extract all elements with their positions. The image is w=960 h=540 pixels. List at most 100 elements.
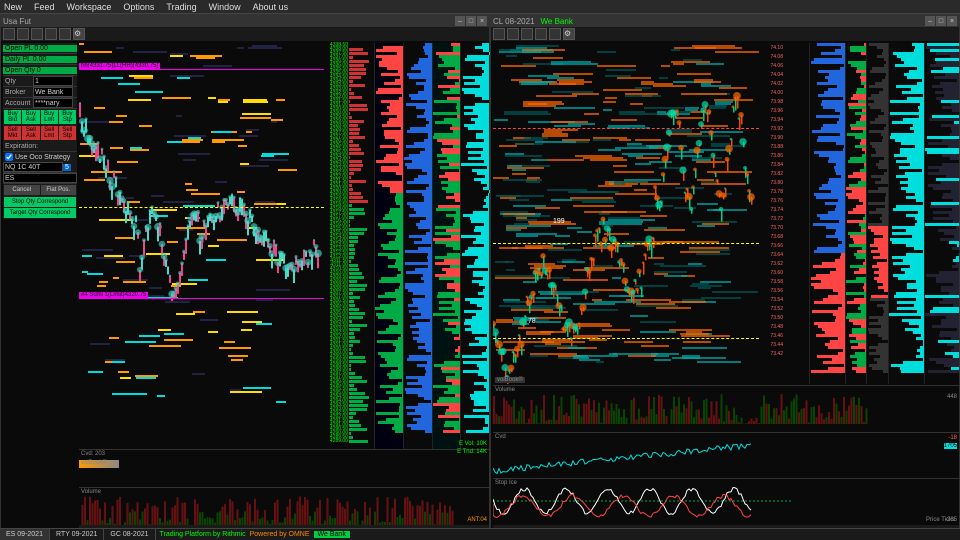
num-78: 78 bbox=[528, 318, 536, 325]
right-title: CL 08-2021 bbox=[493, 17, 535, 26]
sell-ask-button[interactable]: Sell Ask bbox=[22, 126, 39, 140]
expiration-label: Expiration: bbox=[3, 143, 77, 150]
sell-mkt-button[interactable]: Sell Mkt bbox=[4, 126, 21, 140]
target-corr-button[interactable]: Target Qty Correspond bbox=[4, 208, 76, 218]
price-ladder-left[interactable]: 4338.504338.004337.504337.004336.504336.… bbox=[324, 43, 374, 449]
minimize-icon-r[interactable]: – bbox=[925, 16, 935, 26]
volume-panel-r: Volume 448 bbox=[493, 385, 959, 432]
maximize-icon-r[interactable]: □ bbox=[936, 16, 946, 26]
brand-label: Trading Platform by Rithmic bbox=[160, 531, 246, 538]
price-ticks-label: Price Ticks bbox=[926, 517, 955, 523]
tool-r6-icon[interactable]: ⚙ bbox=[563, 28, 575, 40]
tool-draw-icon[interactable] bbox=[59, 28, 71, 40]
oco-label: Use Oco Strategy bbox=[15, 154, 70, 161]
r-1705: 1705 bbox=[944, 443, 957, 449]
right-chart[interactable]: 199 78 volBook® bbox=[493, 43, 759, 384]
tool-r5-icon[interactable] bbox=[549, 28, 561, 40]
dash-line bbox=[79, 207, 324, 208]
oco-checkbox[interactable] bbox=[5, 153, 13, 161]
buy-bid-button[interactable]: Buy Bid bbox=[4, 110, 21, 124]
menu-bar: New Feed Workspace Options Trading Windo… bbox=[0, 0, 960, 14]
tool-r4-icon[interactable] bbox=[535, 28, 547, 40]
menu-window[interactable]: Window bbox=[209, 2, 241, 12]
sell-stp-button[interactable]: Sell Stp bbox=[59, 126, 76, 140]
broker-label: Broker bbox=[3, 89, 33, 96]
menu-options[interactable]: Options bbox=[123, 2, 154, 12]
qty-input[interactable] bbox=[33, 76, 73, 86]
cvd-panel: Cvd: 203 volBook® bbox=[79, 449, 489, 487]
left-pane: Usa Fut – □ × ⚙ Open PL 0.00 Daily PL 0.… bbox=[0, 14, 490, 540]
tab-rty[interactable]: RTY 09-2021 bbox=[50, 529, 104, 540]
order-entry-panel: Open PL 0.00 Daily PL 0.00 Open Qty 0 Qt… bbox=[3, 43, 77, 219]
volume-bars-left bbox=[79, 488, 489, 525]
status-bar: ES 09-2021 RTY 09-2021 GC 08-2021 Tradin… bbox=[0, 528, 960, 540]
evol-label: E Vol: 10K bbox=[459, 441, 487, 447]
num-199: 199 bbox=[553, 218, 565, 225]
instrument-input[interactable] bbox=[3, 162, 63, 172]
flat-button[interactable]: Flat Pos. bbox=[41, 185, 77, 195]
stop-corr-button[interactable]: Stop Qty Correspond bbox=[4, 197, 76, 207]
tool-settings-icon[interactable]: ⚙ bbox=[73, 28, 85, 40]
tool-zoom-icon[interactable] bbox=[45, 28, 57, 40]
volbook-label: volBook® bbox=[81, 460, 107, 466]
open-qty: Open Qty 0 bbox=[3, 67, 77, 74]
left-titlebar: Usa Fut – □ × bbox=[1, 15, 489, 27]
r-18: -18 bbox=[948, 435, 957, 441]
sumi-line bbox=[79, 298, 324, 299]
volume-label: Volume bbox=[81, 489, 101, 495]
buy-lmt-button[interactable]: Buy Lmt bbox=[41, 110, 58, 124]
right-titlebar: CL 08-2021 We Bank – □ × bbox=[491, 15, 959, 27]
hh-line bbox=[79, 69, 324, 70]
buy-ask-button[interactable]: Buy Ask bbox=[22, 110, 39, 124]
cancel-button[interactable]: Cancel bbox=[4, 185, 40, 195]
right-toolbar: ⚙ bbox=[491, 27, 959, 41]
minimize-icon[interactable]: – bbox=[455, 16, 465, 26]
right-broker: We Bank bbox=[541, 17, 573, 26]
menu-new[interactable]: New bbox=[4, 2, 22, 12]
tool-cross-icon[interactable] bbox=[31, 28, 43, 40]
left-bottom-panels: Cvd: 203 volBook® Volume bbox=[79, 449, 489, 525]
window-controls-r: – □ × bbox=[925, 16, 957, 26]
account-input[interactable] bbox=[33, 98, 73, 108]
powered-label: Powered by OMNE bbox=[250, 531, 310, 538]
broker-input[interactable] bbox=[33, 87, 73, 97]
volume-label-r: Volume bbox=[495, 387, 515, 393]
tab-es[interactable]: ES 09-2021 bbox=[0, 529, 50, 540]
maximize-icon[interactable]: □ bbox=[466, 16, 476, 26]
sell-buttons: Sell Mkt Sell Ask Sell Lmt Sell Stp bbox=[3, 125, 77, 141]
right-bottom-panels: Volume 448 Cvd -18 1705 Stop Ice -285 bbox=[493, 385, 959, 525]
menu-trading[interactable]: Trading bbox=[166, 2, 196, 12]
buy-stp-button[interactable]: Buy Stp bbox=[59, 110, 76, 124]
tool-r3-icon[interactable] bbox=[521, 28, 533, 40]
candles-right bbox=[493, 43, 759, 384]
tool-r2-icon[interactable] bbox=[507, 28, 519, 40]
yel-dash-1 bbox=[493, 243, 759, 244]
menu-feed[interactable]: Feed bbox=[34, 2, 55, 12]
left-toolbar: ⚙ bbox=[1, 27, 489, 41]
left-chart[interactable]: hh(4331.75)LL(HH)(4330.75) #4 Sumi 1(Lim… bbox=[79, 43, 324, 449]
yel-dash-2 bbox=[493, 338, 759, 339]
symbol-input[interactable] bbox=[3, 173, 77, 183]
window-controls: – □ × bbox=[455, 16, 487, 26]
close-icon[interactable]: × bbox=[477, 16, 487, 26]
cvd-label: Cvd: 203 bbox=[81, 451, 105, 457]
tool-cursor-icon[interactable] bbox=[3, 28, 15, 40]
cvd-line-right bbox=[493, 433, 959, 479]
cvd-panel-r: Cvd -18 1705 bbox=[493, 432, 959, 479]
menu-workspace[interactable]: Workspace bbox=[67, 2, 112, 12]
volume-bars-right bbox=[493, 386, 959, 432]
close-icon-r[interactable]: × bbox=[947, 16, 957, 26]
ann-hh: hh(4331.75)LL(HH)(4330.75) bbox=[79, 63, 160, 69]
etnd-label: E Tnd: 14K bbox=[457, 449, 487, 455]
sell-lmt-button[interactable]: Sell Lmt bbox=[41, 126, 58, 140]
buy-buttons: Buy Bid Buy Ask Buy Lmt Buy Stp bbox=[3, 109, 77, 125]
left-title: Usa Fut bbox=[3, 17, 31, 26]
stopice-panel: Stop Ice -285 bbox=[493, 478, 959, 525]
stopice-label: Stop Ice bbox=[495, 480, 517, 486]
price-ladder-right[interactable]: 74.1074.0874.0674.0474.0274.0073.9873.96… bbox=[759, 43, 809, 384]
tab-gc[interactable]: GC 08-2021 bbox=[104, 529, 155, 540]
tool-r1-icon[interactable] bbox=[493, 28, 505, 40]
vol-profile-left bbox=[374, 43, 489, 449]
menu-about[interactable]: About us bbox=[253, 2, 289, 12]
tool-hand-icon[interactable] bbox=[17, 28, 29, 40]
